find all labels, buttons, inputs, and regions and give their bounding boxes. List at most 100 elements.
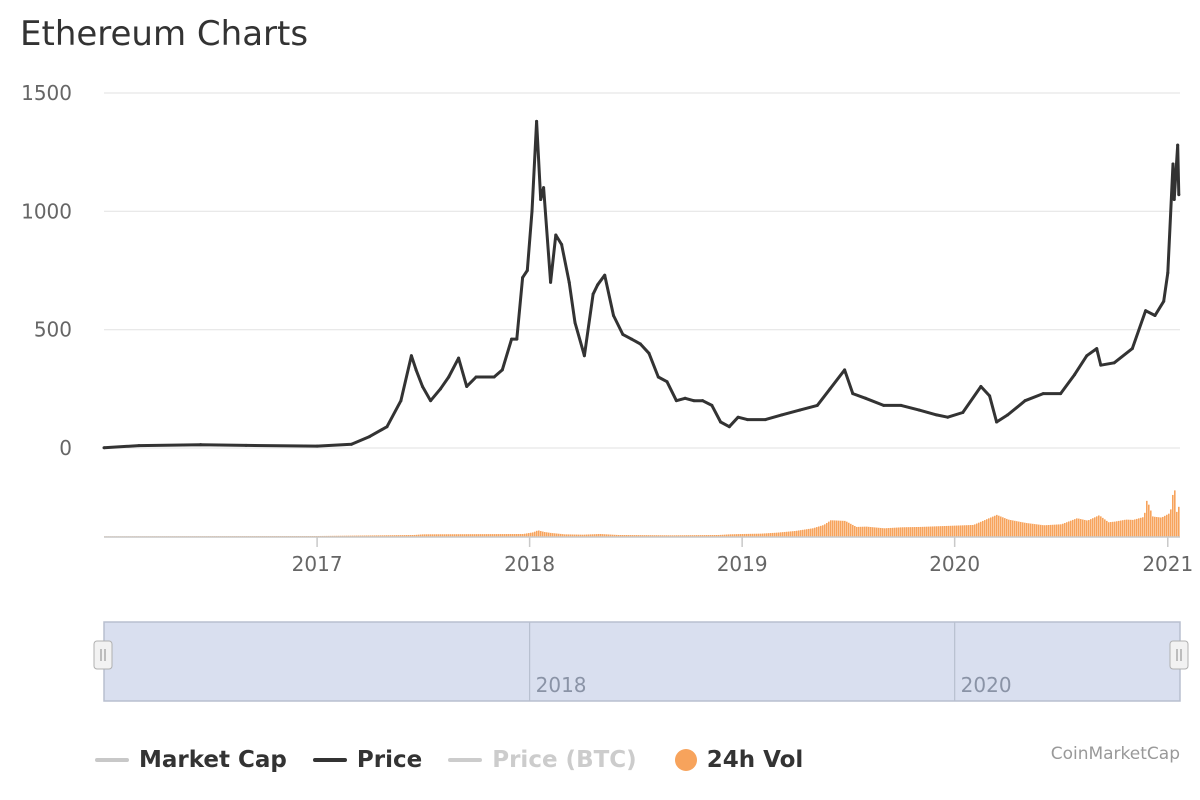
volume-bar — [582, 534, 584, 537]
volume-bar — [1070, 520, 1072, 537]
price-point — [1144, 309, 1148, 313]
price-point — [665, 380, 669, 384]
volume-bar — [418, 534, 420, 537]
volume-bar — [902, 527, 904, 537]
volume-bar — [878, 527, 880, 537]
volume-bar — [426, 534, 428, 537]
volume-bar — [552, 533, 554, 537]
volume-bar — [1010, 520, 1012, 537]
price-point — [315, 444, 319, 448]
volume-bar — [514, 534, 516, 537]
volume-bar — [908, 527, 910, 537]
volume-bar — [936, 526, 938, 537]
volume-bar — [608, 534, 610, 537]
volume-bar — [810, 528, 812, 537]
volume-bar — [624, 535, 626, 537]
price-point — [988, 394, 992, 398]
volume-bar — [1022, 522, 1024, 537]
volume-bar — [714, 535, 716, 537]
volume-bar — [882, 528, 884, 537]
volume-bar — [922, 526, 924, 537]
legend-item-price-btc[interactable]: Price (BTC) — [448, 747, 637, 773]
price-point — [465, 384, 469, 388]
price-point — [763, 418, 767, 422]
navigator-right-handle[interactable] — [1169, 640, 1189, 670]
volume-bar — [1160, 517, 1162, 537]
volume-bar — [420, 534, 422, 537]
volume-bar — [884, 528, 886, 537]
volume-bar — [1018, 521, 1020, 537]
volume-bar — [382, 535, 384, 537]
price-point — [995, 420, 999, 424]
volume-bar — [718, 534, 720, 537]
volume-bar — [654, 535, 656, 537]
price-point — [492, 375, 496, 379]
volume-bar — [956, 525, 958, 537]
volume-bar — [638, 535, 640, 537]
price-point — [399, 399, 403, 403]
volume-bar — [998, 515, 1000, 537]
legend-item-price[interactable]: Price — [312, 747, 422, 773]
legend-item-market-cap[interactable]: Market Cap — [95, 747, 287, 773]
price-point — [1095, 347, 1099, 351]
volume-bar — [432, 534, 434, 537]
volume-bar — [746, 533, 748, 537]
volume-bar — [1142, 517, 1144, 537]
volume-bar — [708, 535, 710, 537]
volume-bar — [880, 527, 882, 537]
volume-bar — [1072, 519, 1074, 537]
volume-bar — [760, 533, 762, 537]
navigator-left-handle[interactable] — [93, 640, 113, 670]
volume-bar — [440, 534, 442, 537]
volume-bar — [784, 531, 786, 537]
price-point — [656, 375, 660, 379]
volume-bar — [682, 535, 684, 537]
volume-bar — [612, 534, 614, 537]
volume-bar — [994, 515, 996, 537]
volume-bar — [974, 524, 976, 537]
volume-bar — [802, 529, 804, 537]
volume-bar — [814, 527, 816, 537]
price-point — [554, 233, 558, 237]
volume-bar — [672, 535, 674, 537]
volume-bar — [1080, 519, 1082, 537]
volume-bar — [944, 526, 946, 537]
volume-bar — [1108, 522, 1110, 537]
price-point — [828, 387, 832, 391]
volume-bar — [610, 534, 612, 537]
volume-bar — [640, 535, 642, 537]
price-point — [719, 420, 723, 424]
volume-bar — [844, 520, 846, 537]
price-point — [621, 332, 625, 336]
volume-bar — [476, 534, 478, 537]
volume-bar — [680, 535, 682, 537]
credit-link[interactable]: CoinMarketCap — [1050, 744, 1180, 764]
volume-bar — [816, 527, 818, 537]
volume-bar — [370, 535, 372, 537]
volume-bar — [1134, 519, 1136, 537]
volume-bar — [1136, 518, 1138, 537]
price-point — [596, 283, 600, 287]
volume-bar — [900, 527, 902, 537]
volume-bar — [840, 520, 842, 537]
navigator-window[interactable] — [103, 621, 1181, 702]
volume-bar — [548, 532, 550, 537]
volume-bar — [516, 534, 518, 537]
price-point — [603, 273, 607, 277]
price-point — [946, 415, 950, 419]
price-point — [510, 337, 514, 341]
price-point — [1130, 347, 1134, 351]
volume-bar — [1106, 520, 1108, 537]
volume-bar — [536, 530, 538, 537]
volume-bar — [562, 534, 564, 537]
volume-bar — [796, 530, 798, 537]
price-series — [102, 119, 1181, 450]
legend-item-24h-vol[interactable]: 24h Vol — [663, 747, 803, 773]
volume-bar — [888, 528, 890, 537]
volume-bar — [962, 525, 964, 537]
volume-bar — [386, 535, 388, 537]
volume-bar — [776, 532, 778, 537]
price-point — [573, 321, 577, 325]
volume-bar — [642, 535, 644, 537]
price-point — [530, 209, 534, 213]
